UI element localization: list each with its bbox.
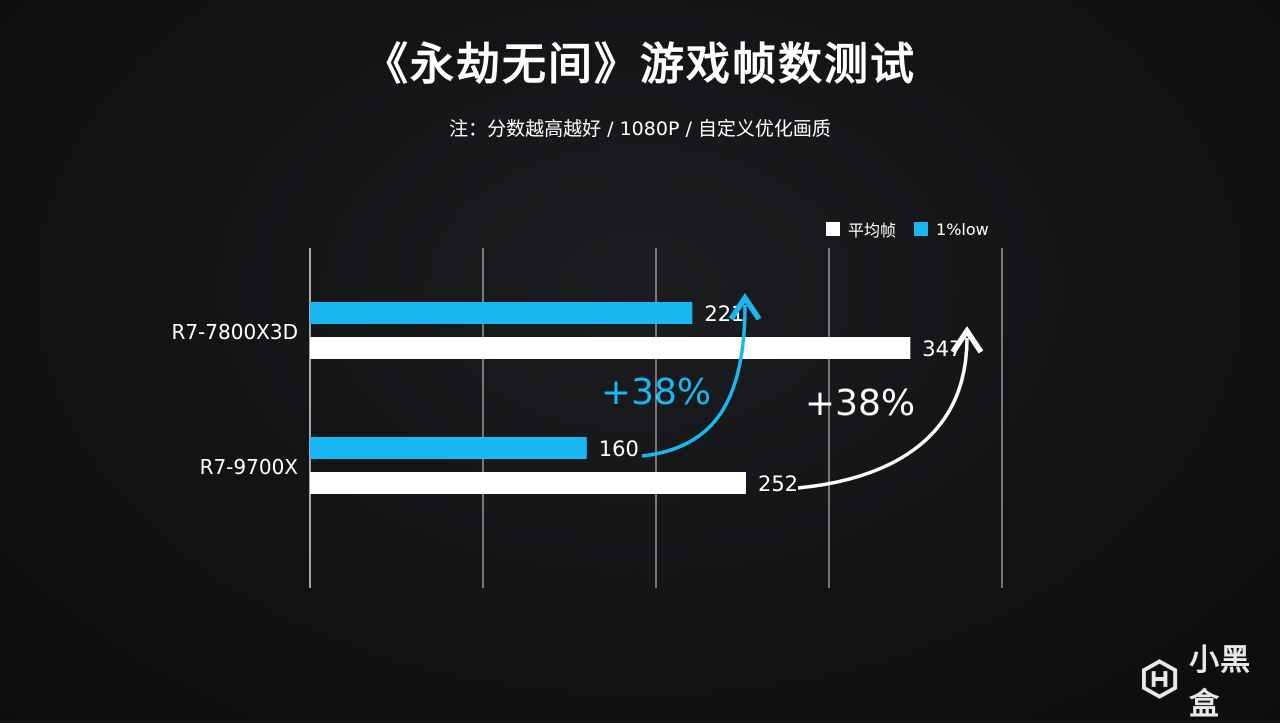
brand-logo: 小黑盒 (1140, 643, 1280, 722)
low-gain-label: +38% (601, 372, 711, 413)
data-label-low-1: 160 (599, 437, 639, 461)
bar-avg-0 (310, 337, 911, 359)
legend-swatch-avg (826, 222, 840, 236)
data-label-avg-0: 347 (922, 337, 962, 361)
bar-low-1 (310, 437, 587, 459)
avg-gain-label: +38% (805, 383, 915, 424)
bars (310, 302, 911, 494)
bar-low-0 (310, 302, 693, 324)
chart-title: 《永劫无间》游戏帧数测试 (364, 39, 916, 90)
legend-item-low: 1%low (914, 220, 989, 239)
data-label-low-0: 221 (704, 302, 744, 326)
legend: 平均帧 1%low (826, 218, 1007, 240)
category-label-0: R7-7800X3D (171, 320, 298, 344)
legend-item-avg: 平均帧 (826, 217, 896, 241)
low-gain-arrow (641, 292, 762, 458)
category-label-1: R7-9700X (200, 455, 299, 479)
legend-label-low: 1%low (936, 219, 989, 239)
brand-mark-icon (1141, 659, 1178, 699)
data-label-avg-1: 252 (758, 472, 798, 496)
brand-name: 小黑盒 (1189, 643, 1252, 722)
bar-avg-1 (310, 472, 746, 494)
avg-gain-arrow (797, 325, 984, 490)
legend-swatch-low (914, 222, 929, 236)
legend-label-avg: 平均帧 (848, 221, 897, 240)
labels: R7-7800X3D 221 347 R7-9700X 160 252 (171, 302, 962, 496)
chart-subtitle: 注：分数越高越好 / 1080P / 自定义优化画质 (449, 118, 831, 140)
